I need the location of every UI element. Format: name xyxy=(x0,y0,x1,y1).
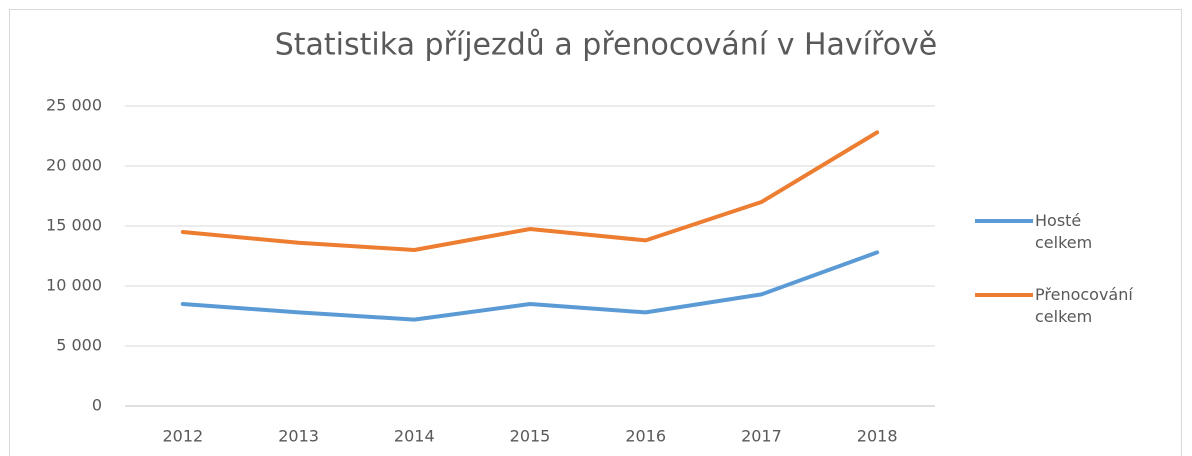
line-series xyxy=(180,130,880,252)
y-tick-label: 5 000 xyxy=(56,336,102,355)
y-tick-label: 10 000 xyxy=(46,276,102,295)
x-tick-label: 2012 xyxy=(162,427,203,446)
chart-title: Statistika příjezdů a přenocování v Haví… xyxy=(275,28,938,63)
y-tick-label: 15 000 xyxy=(46,216,102,235)
legend-item: Hosté celkem xyxy=(975,210,1135,254)
legend-label: Hosté celkem xyxy=(1035,211,1093,252)
x-tick-label: 2016 xyxy=(625,427,666,446)
legend-label: Přenocování celkem xyxy=(1035,285,1133,326)
x-tick-label: 2015 xyxy=(510,427,551,446)
x-tick-label: 2017 xyxy=(741,427,782,446)
legend: Hosté celkem Přenocování celkem xyxy=(975,210,1175,358)
y-tick-label: 25 000 xyxy=(46,96,102,115)
legend-swatch xyxy=(975,219,1033,223)
y-tick-label: 0 xyxy=(92,396,102,415)
legend-swatch xyxy=(975,293,1033,297)
y-tick-label: 20 000 xyxy=(46,156,102,175)
x-tick-label: 2018 xyxy=(857,427,898,446)
x-tick-label: 2014 xyxy=(394,427,435,446)
line-series xyxy=(180,250,880,322)
legend-item: Přenocování celkem xyxy=(975,284,1135,328)
x-tick-label: 2013 xyxy=(278,427,319,446)
